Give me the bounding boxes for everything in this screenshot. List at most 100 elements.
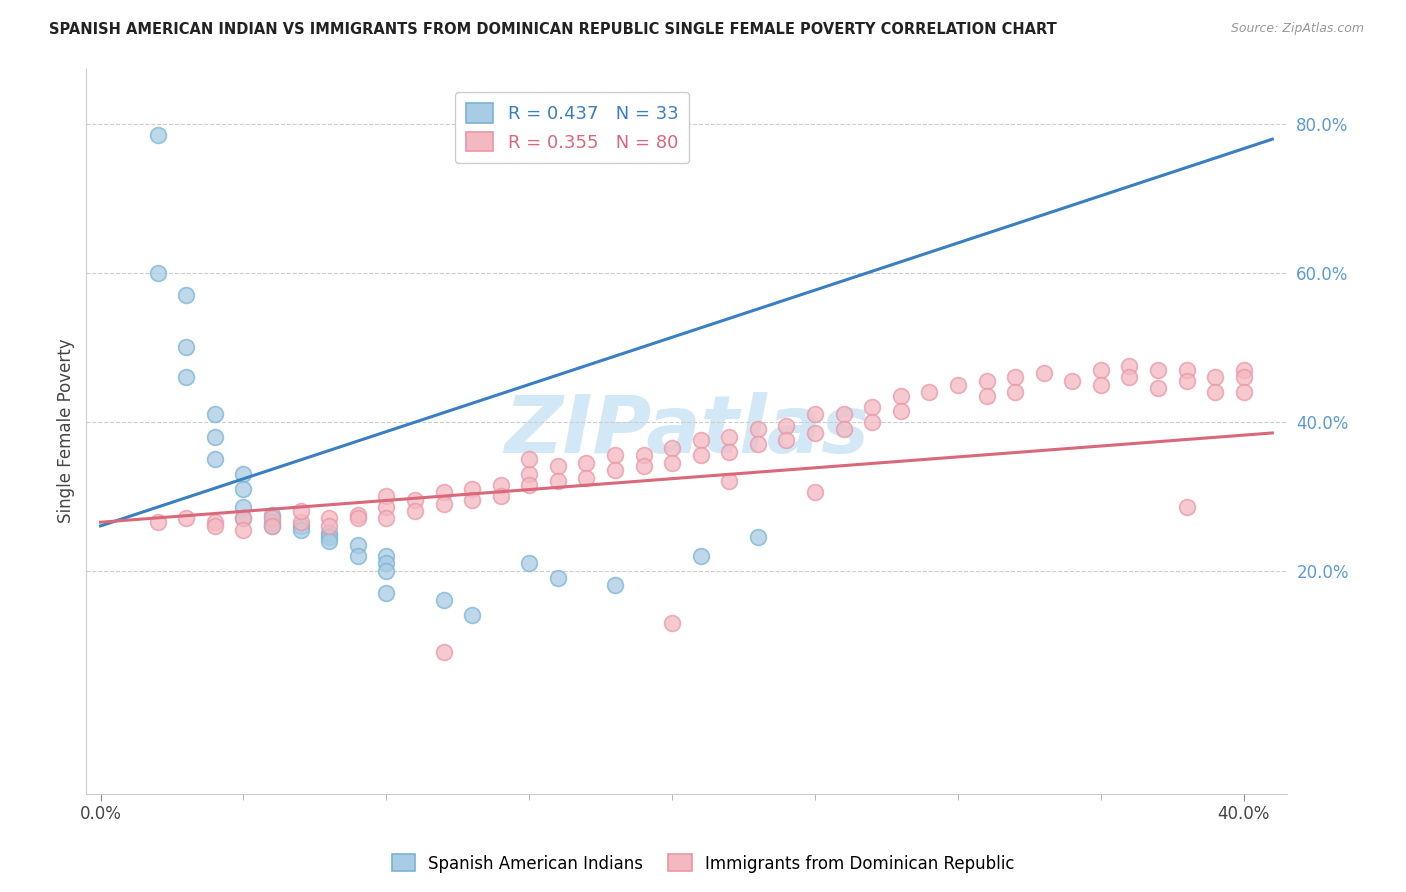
Point — [832, 422, 855, 436]
Point — [517, 478, 540, 492]
Point — [976, 374, 998, 388]
Point — [1147, 363, 1170, 377]
Point — [804, 425, 827, 440]
Point — [547, 475, 569, 489]
Point — [204, 452, 226, 467]
Point — [1090, 377, 1112, 392]
Point — [603, 578, 626, 592]
Point — [633, 459, 655, 474]
Point — [804, 485, 827, 500]
Point — [432, 645, 454, 659]
Point — [318, 530, 340, 544]
Point — [1233, 370, 1256, 384]
Point — [575, 470, 598, 484]
Point — [517, 467, 540, 481]
Point — [318, 526, 340, 541]
Point — [575, 456, 598, 470]
Point — [432, 485, 454, 500]
Point — [547, 459, 569, 474]
Point — [1118, 370, 1140, 384]
Point — [290, 504, 312, 518]
Point — [718, 430, 741, 444]
Point — [260, 508, 283, 522]
Text: SPANISH AMERICAN INDIAN VS IMMIGRANTS FROM DOMINICAN REPUBLIC SINGLE FEMALE POVE: SPANISH AMERICAN INDIAN VS IMMIGRANTS FR… — [49, 22, 1057, 37]
Point — [661, 615, 683, 630]
Point — [176, 370, 198, 384]
Point — [489, 489, 512, 503]
Point — [775, 434, 797, 448]
Point — [661, 441, 683, 455]
Point — [1175, 500, 1198, 515]
Point — [1118, 359, 1140, 373]
Point — [603, 448, 626, 462]
Point — [1204, 370, 1226, 384]
Point — [432, 593, 454, 607]
Point — [1204, 385, 1226, 400]
Point — [204, 408, 226, 422]
Point — [290, 519, 312, 533]
Point — [775, 418, 797, 433]
Point — [918, 385, 941, 400]
Point — [290, 515, 312, 529]
Point — [176, 288, 198, 302]
Point — [232, 500, 254, 515]
Point — [260, 519, 283, 533]
Point — [689, 448, 711, 462]
Point — [375, 511, 398, 525]
Point — [718, 444, 741, 458]
Point — [146, 515, 169, 529]
Point — [633, 448, 655, 462]
Point — [232, 511, 254, 525]
Point — [860, 400, 883, 414]
Point — [318, 519, 340, 533]
Point — [461, 608, 484, 623]
Point — [346, 511, 368, 525]
Point — [1147, 381, 1170, 395]
Point — [232, 523, 254, 537]
Point — [661, 456, 683, 470]
Point — [204, 519, 226, 533]
Point — [404, 492, 426, 507]
Point — [976, 389, 998, 403]
Point — [1233, 363, 1256, 377]
Point — [375, 500, 398, 515]
Point — [946, 377, 969, 392]
Point — [146, 128, 169, 143]
Point — [260, 519, 283, 533]
Text: Source: ZipAtlas.com: Source: ZipAtlas.com — [1230, 22, 1364, 36]
Point — [432, 497, 454, 511]
Point — [1090, 363, 1112, 377]
Y-axis label: Single Female Poverty: Single Female Poverty — [58, 339, 75, 524]
Point — [204, 515, 226, 529]
Point — [747, 530, 769, 544]
Point — [718, 475, 741, 489]
Point — [804, 408, 827, 422]
Point — [290, 523, 312, 537]
Point — [176, 511, 198, 525]
Point — [489, 478, 512, 492]
Point — [346, 549, 368, 563]
Point — [547, 571, 569, 585]
Point — [890, 403, 912, 417]
Point — [375, 489, 398, 503]
Point — [461, 482, 484, 496]
Point — [689, 434, 711, 448]
Point — [375, 556, 398, 570]
Point — [375, 549, 398, 563]
Point — [346, 537, 368, 551]
Point — [747, 437, 769, 451]
Point — [232, 482, 254, 496]
Point — [260, 515, 283, 529]
Point — [318, 511, 340, 525]
Point — [146, 266, 169, 280]
Point — [375, 586, 398, 600]
Text: ZIPatlas: ZIPatlas — [503, 392, 869, 470]
Point — [860, 415, 883, 429]
Point — [517, 452, 540, 467]
Point — [318, 533, 340, 548]
Point — [260, 511, 283, 525]
Point — [689, 549, 711, 563]
Point — [346, 508, 368, 522]
Legend: Spanish American Indians, Immigrants from Dominican Republic: Spanish American Indians, Immigrants fro… — [385, 847, 1021, 880]
Point — [375, 564, 398, 578]
